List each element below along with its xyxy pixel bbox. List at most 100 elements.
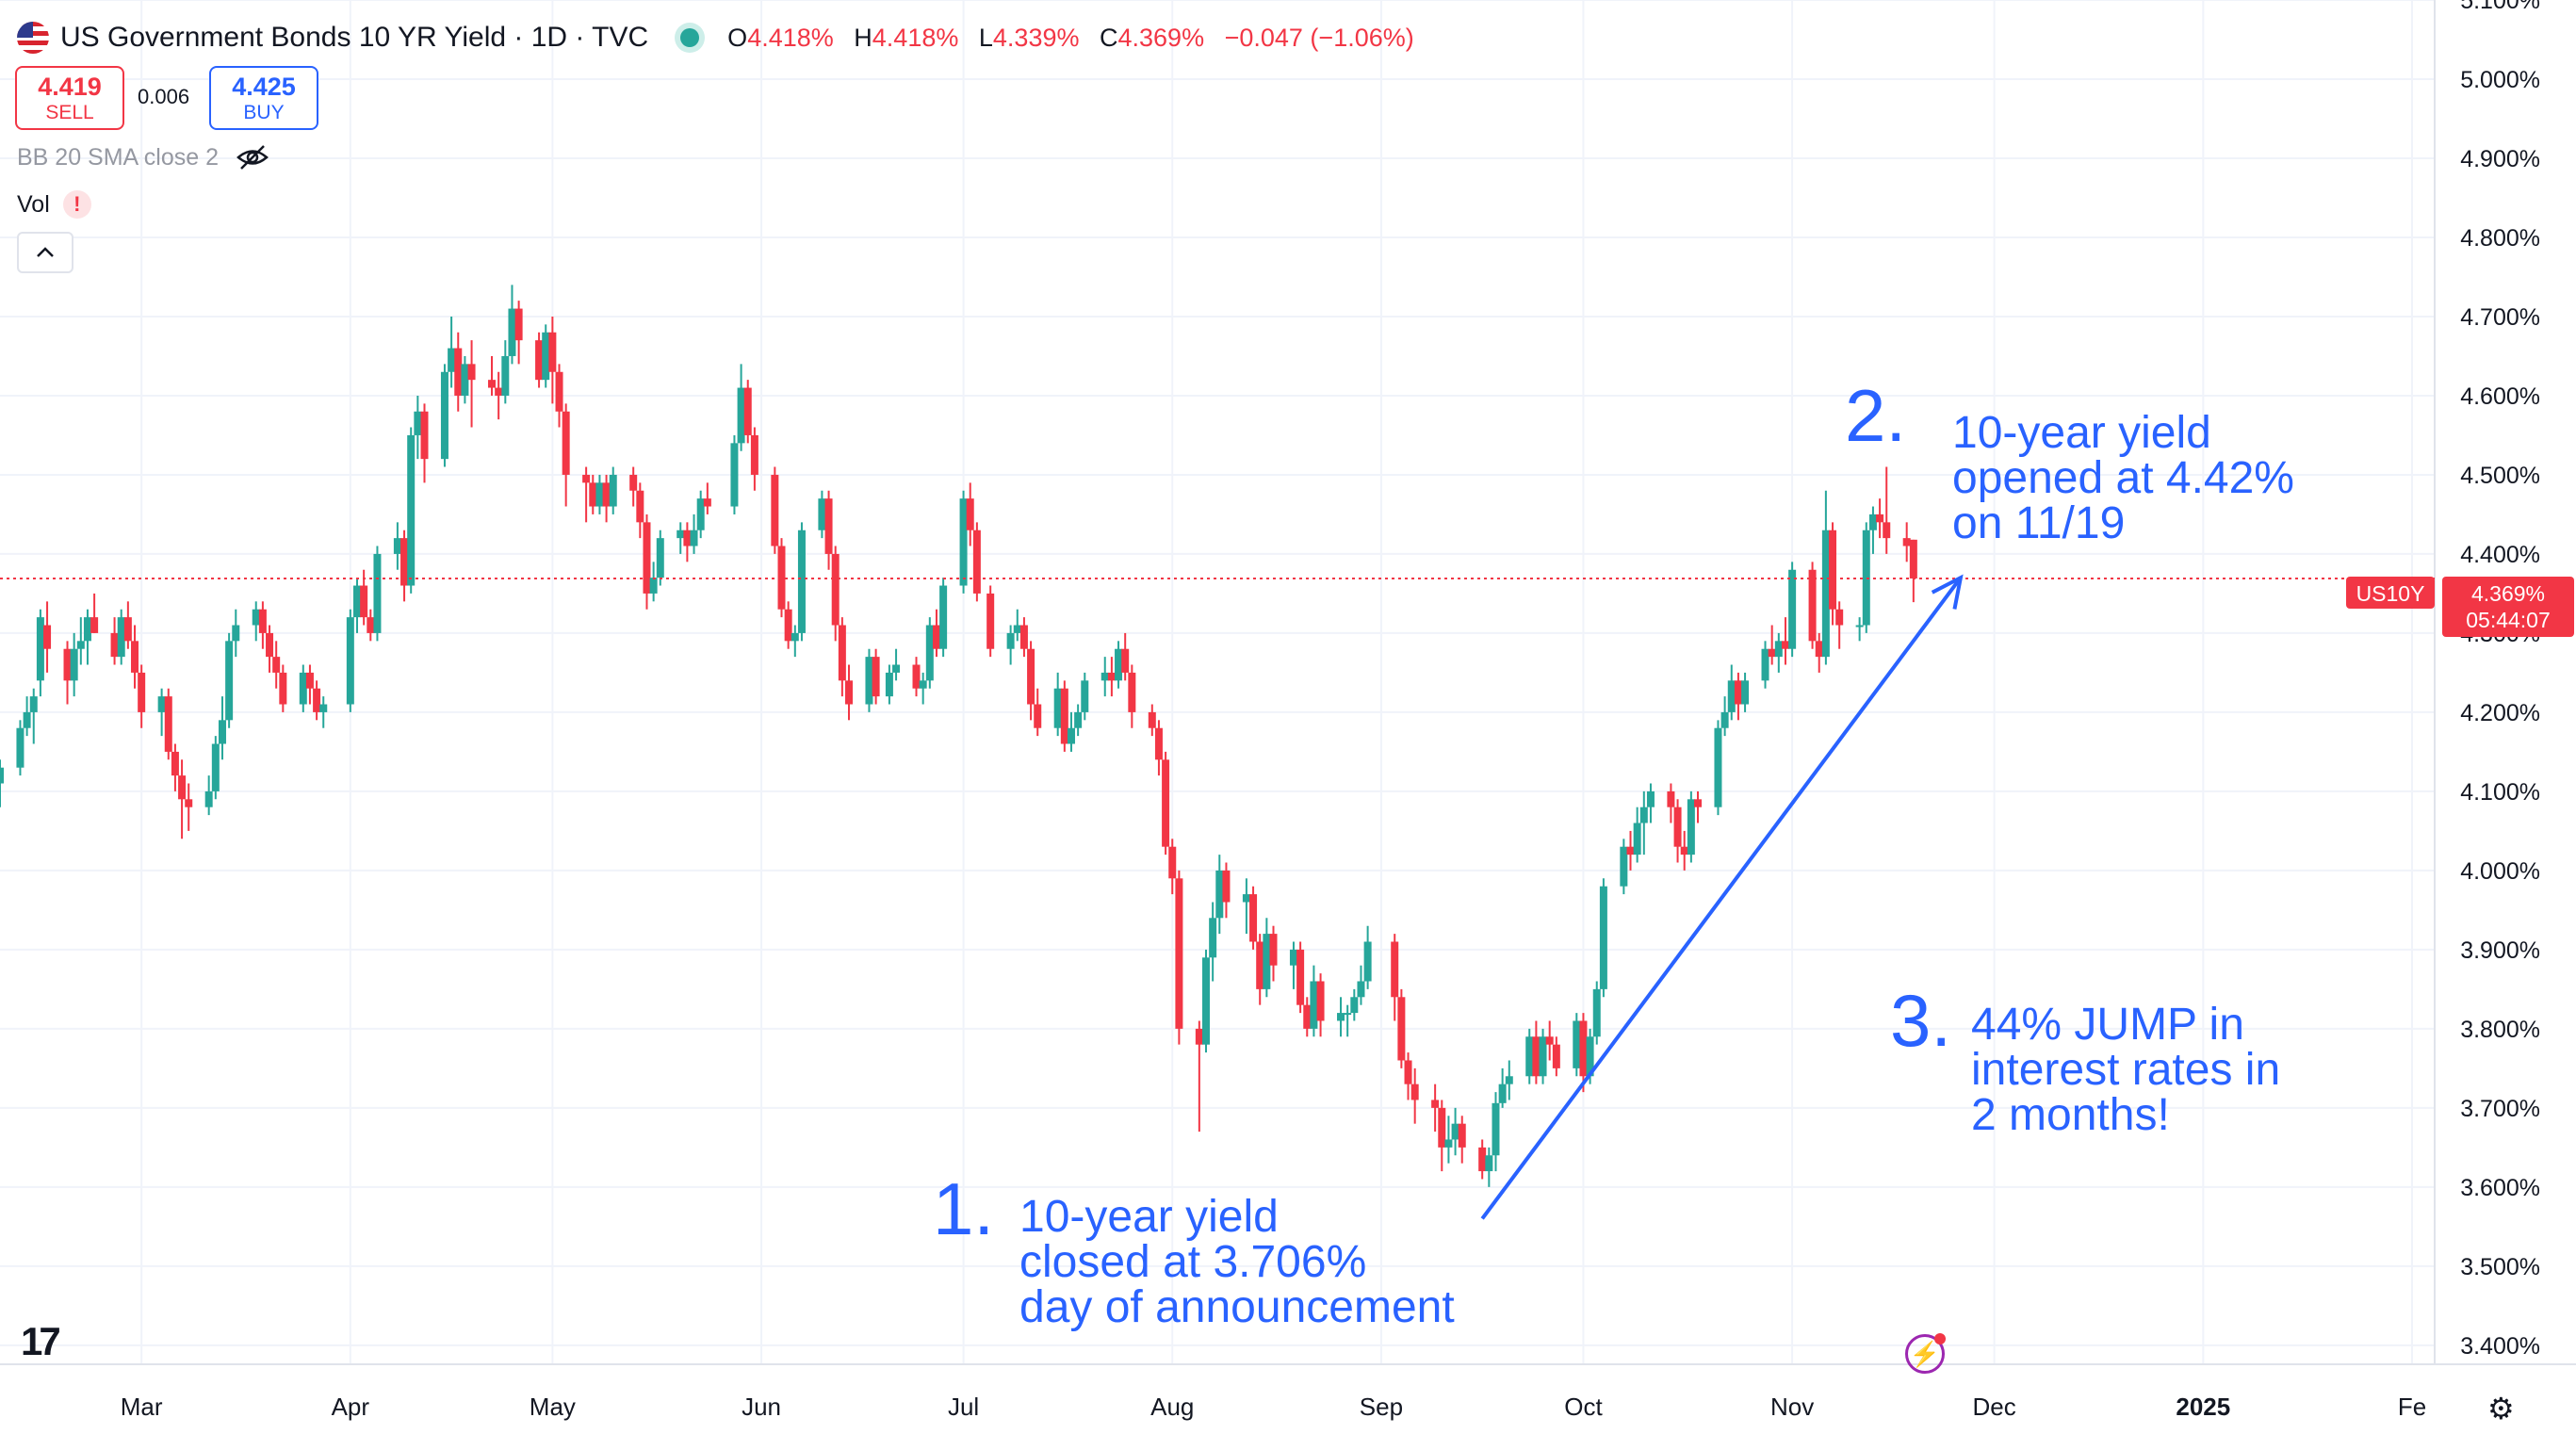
candle (467, 340, 476, 428)
tradingview-logo[interactable]: 17 (21, 1319, 61, 1363)
candle (266, 625, 274, 673)
candle (23, 696, 31, 737)
market-status-icon[interactable] (680, 28, 700, 47)
candle-body (824, 498, 833, 554)
collapse-legend-button[interactable] (17, 232, 73, 273)
candle (730, 434, 739, 514)
candle-body (690, 530, 698, 546)
y-tick-label: 5.100% (2460, 0, 2540, 14)
candle (1168, 839, 1177, 895)
candle-body (495, 387, 503, 396)
y-tick-label: 3.500% (2460, 1254, 2540, 1280)
candle (609, 466, 617, 514)
candle-body (1633, 823, 1641, 856)
price-tag-value: 4.369% (2471, 581, 2545, 606)
candle-body (1256, 941, 1264, 989)
candle-body (488, 380, 497, 388)
candle (1249, 886, 1258, 950)
candle (461, 355, 469, 404)
candle-body (771, 474, 779, 546)
candle-body (414, 411, 422, 435)
candle-body (346, 617, 354, 705)
bb-indicator-row[interactable]: BB 20 SMA close 2 (17, 143, 269, 171)
candle-body (1081, 680, 1089, 712)
y-tick-label: 3.800% (2460, 1017, 2540, 1043)
candle (1573, 1013, 1581, 1077)
candle (1876, 498, 1884, 539)
gear-icon[interactable]: ⚙ (2487, 1392, 2515, 1426)
candle-body (1296, 949, 1305, 1005)
candle-body (501, 355, 510, 396)
vol-indicator-row[interactable]: Vol ! (17, 190, 91, 219)
candle (1107, 657, 1116, 697)
trend-arrow-line (1480, 576, 1963, 1220)
candle (1451, 1107, 1459, 1156)
candle (448, 316, 456, 388)
price-tag: US10Y 4.369% 05:44:07 (2346, 577, 2574, 637)
candle-body (360, 585, 368, 618)
candle (831, 546, 840, 642)
sell-button[interactable]: 4.419 SELL (15, 66, 124, 130)
candle (1545, 1020, 1554, 1061)
candle-body (1492, 1102, 1500, 1156)
candle (63, 641, 72, 705)
open-value: 4.418% (747, 23, 834, 52)
candle (440, 364, 448, 467)
candle (1498, 1067, 1507, 1108)
candle (690, 513, 698, 554)
candle-body (29, 696, 38, 712)
candle-body (643, 522, 651, 594)
candle (818, 490, 826, 539)
candle (1067, 711, 1075, 752)
candle-body (1101, 672, 1109, 681)
candle (872, 648, 880, 705)
candle (986, 585, 995, 658)
candle-body (1741, 680, 1750, 705)
y-tick-label: 4.900% (2460, 146, 2540, 172)
candle (838, 617, 846, 697)
x-tick-label: Sep (1360, 1393, 1403, 1421)
candle-body (232, 625, 240, 642)
candle (677, 522, 685, 554)
candle (1209, 902, 1217, 982)
candle (1862, 522, 1870, 633)
candle (407, 427, 416, 594)
candle (824, 490, 833, 570)
buy-button[interactable]: 4.425 BUY (209, 66, 318, 130)
candle-body (373, 553, 382, 633)
candle (76, 617, 85, 665)
candle (454, 332, 463, 412)
candle (1909, 539, 1917, 603)
candle (1006, 625, 1015, 665)
candle-body (865, 657, 873, 705)
candle-body (1107, 672, 1116, 681)
candle (501, 340, 510, 404)
candle-body (448, 348, 456, 372)
candle-body (1060, 688, 1068, 744)
x-tick-label: Oct (1564, 1393, 1603, 1421)
candle (1154, 720, 1163, 776)
candle-body (1876, 513, 1884, 523)
candle (1620, 839, 1628, 895)
y-tick-label: 4.200% (2460, 700, 2540, 726)
candle-body (1505, 1076, 1513, 1084)
candle (1902, 522, 1911, 562)
candle (1357, 965, 1365, 1005)
candle (1626, 830, 1635, 871)
candle (1053, 672, 1062, 737)
hidden-eye-icon[interactable] (236, 143, 269, 171)
candle-body (777, 546, 786, 610)
candle-body (784, 609, 792, 642)
candle (737, 364, 745, 451)
candle (589, 474, 597, 514)
candle (1768, 625, 1776, 665)
candle-body (164, 696, 172, 752)
candle-body (1115, 648, 1123, 681)
lightning-icon[interactable]: ⚡ (1905, 1333, 1946, 1374)
warning-icon[interactable]: ! (62, 190, 91, 219)
symbol-title[interactable]: US Government Bonds 10 YR Yield · 1D · T… (60, 22, 649, 53)
candle (1829, 522, 1837, 626)
candle-body (204, 790, 213, 807)
candle-body (1829, 530, 1837, 610)
